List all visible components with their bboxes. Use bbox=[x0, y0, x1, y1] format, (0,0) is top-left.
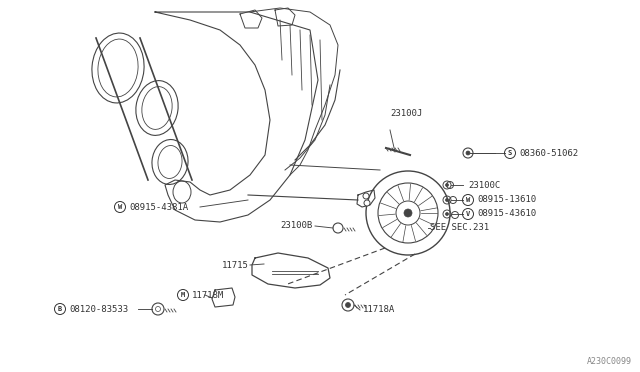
Circle shape bbox=[346, 302, 351, 308]
Circle shape bbox=[445, 183, 449, 186]
Text: A230C0099: A230C0099 bbox=[587, 357, 632, 366]
Polygon shape bbox=[212, 288, 235, 307]
Text: M: M bbox=[181, 292, 185, 298]
Text: 23100C: 23100C bbox=[468, 180, 500, 189]
Text: 08360-51062: 08360-51062 bbox=[519, 148, 578, 157]
Text: 08915-4381A: 08915-4381A bbox=[129, 202, 188, 212]
Circle shape bbox=[364, 200, 370, 206]
Text: 08120-83533: 08120-83533 bbox=[69, 305, 128, 314]
Circle shape bbox=[445, 212, 449, 215]
Text: 08915-13610: 08915-13610 bbox=[477, 196, 536, 205]
Text: SEE SEC.231: SEE SEC.231 bbox=[430, 224, 489, 232]
Text: W: W bbox=[466, 197, 470, 203]
Text: B: B bbox=[58, 306, 62, 312]
Circle shape bbox=[404, 209, 412, 217]
Text: W: W bbox=[118, 204, 122, 210]
Text: 08915-43610: 08915-43610 bbox=[477, 209, 536, 218]
Text: V: V bbox=[466, 211, 470, 217]
Text: 11718A: 11718A bbox=[363, 305, 396, 314]
Text: 11715: 11715 bbox=[222, 260, 249, 269]
Circle shape bbox=[466, 151, 470, 155]
Circle shape bbox=[363, 193, 369, 199]
Text: 23100B: 23100B bbox=[280, 221, 312, 231]
Circle shape bbox=[445, 199, 449, 202]
Text: 11718M: 11718M bbox=[192, 291, 224, 299]
Text: 23100J: 23100J bbox=[390, 109, 422, 118]
Text: S: S bbox=[508, 150, 512, 156]
Circle shape bbox=[156, 307, 161, 311]
